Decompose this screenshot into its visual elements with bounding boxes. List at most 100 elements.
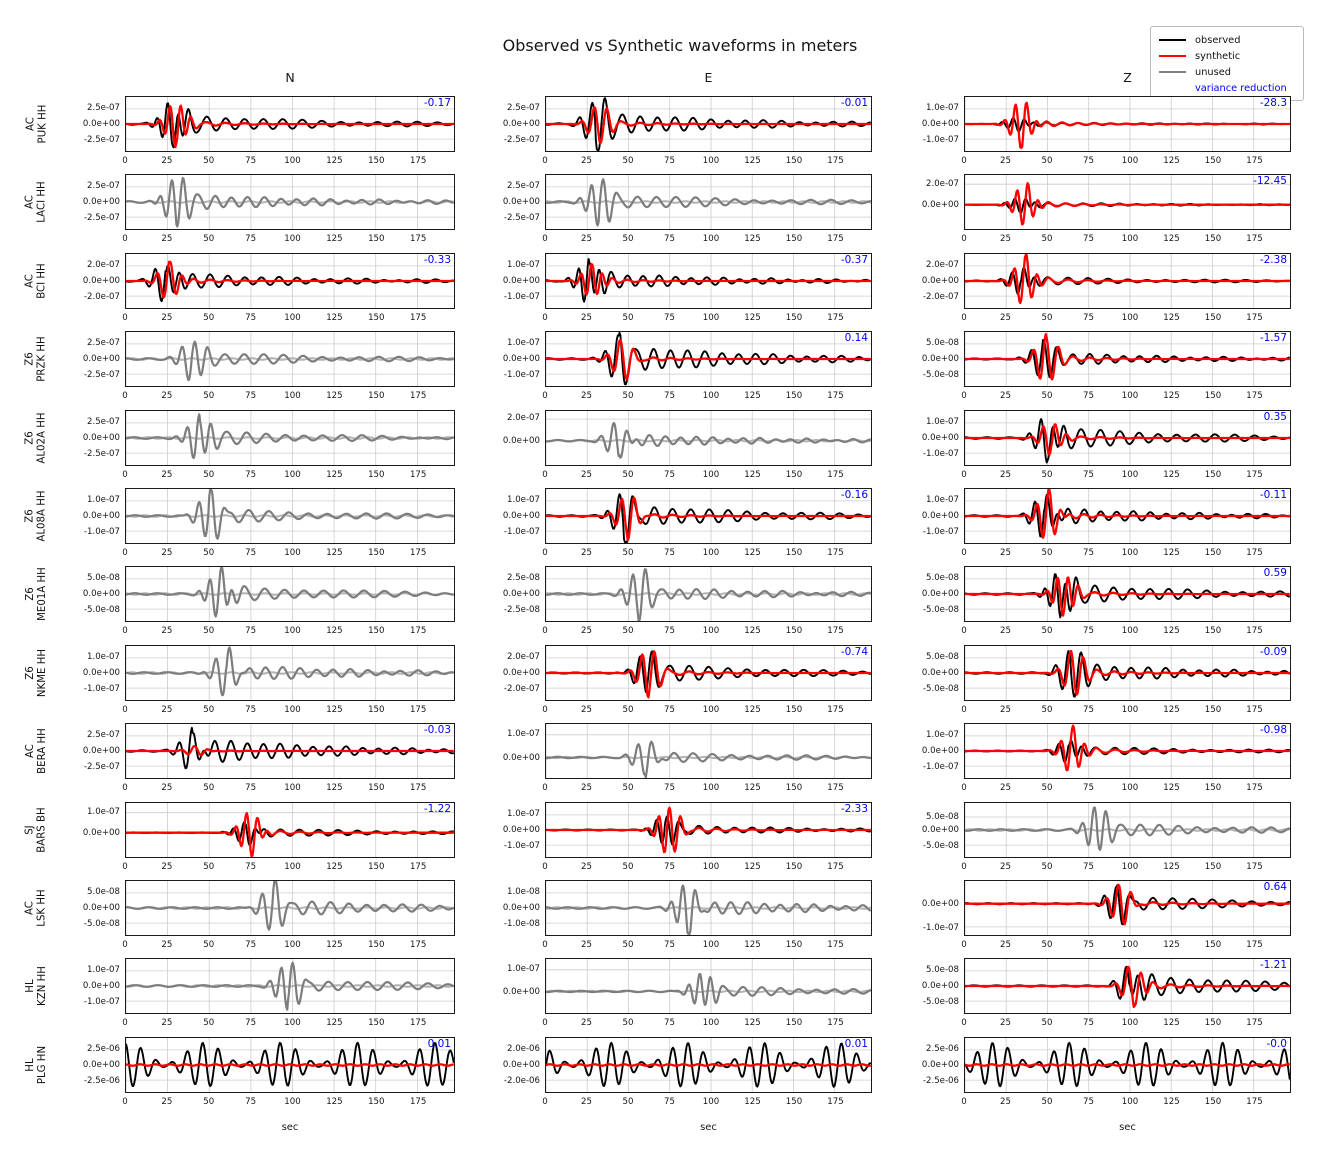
x-tick-label: 50	[622, 313, 634, 323]
waveform-plot-nkme-Z: -0.09	[964, 645, 1291, 701]
x-tick-label: 125	[1163, 391, 1180, 401]
variance-reduction-value: -0.03	[423, 724, 451, 736]
x-tick-label: 100	[1121, 234, 1139, 244]
legend: observed synthetic unused variance reductio…	[1150, 26, 1304, 101]
x-tick-label: 100	[284, 156, 301, 166]
station-label-nkme: Z6 NKME HH	[14, 645, 60, 701]
x-tick-label: 150	[785, 783, 803, 793]
y-tick-label: 2.0e-07	[507, 652, 540, 663]
x-tick-label: 100	[702, 234, 720, 244]
column-header-N: N	[285, 70, 295, 85]
y-tick-label: 1.0e-07	[87, 495, 120, 506]
x-tick-label: 150	[1204, 470, 1222, 480]
y-tick-label: -1.0e-07	[83, 526, 120, 537]
y-tick-label: 0.0e+00	[921, 199, 959, 210]
x-tick-label: 50	[1041, 1018, 1053, 1028]
waveform-svg	[126, 489, 454, 543]
waveform-plot-nkme-E: -0.74	[545, 645, 872, 701]
x-tick-label: 75	[245, 783, 257, 793]
y-tick-label: 2.0e-07	[507, 413, 540, 424]
x-tick-label: 0	[961, 862, 967, 872]
x-tick-label: 150	[1204, 626, 1222, 636]
y-tick-label: 0.0e+00	[502, 668, 540, 678]
variance-reduction-value: -0.0	[1266, 1038, 1288, 1050]
x-tick-label: 100	[1121, 705, 1139, 715]
x-tick-label: 125	[1163, 156, 1180, 166]
y-tick-label: -5.0e-08	[922, 840, 959, 851]
waveform-svg	[965, 567, 1290, 621]
x-tick-label: 75	[664, 862, 675, 872]
x-tick-label: 50	[1041, 1097, 1053, 1107]
x-tick-label: 25	[581, 470, 592, 480]
x-tick-label: 0	[542, 626, 548, 636]
x-tick-label: 50	[1041, 391, 1053, 401]
column-header-E: E	[704, 70, 713, 85]
x-tick-label: 50	[203, 156, 215, 166]
x-tick-label: 75	[245, 626, 257, 636]
waveform-plot-plg-N: 0.01	[125, 1037, 455, 1093]
x-tick-label: 75	[1083, 940, 1094, 950]
y-tick-label: 0.0e+00	[82, 668, 120, 678]
y-tick-label: 5.0e-08	[926, 965, 959, 976]
x-tick-label: 0	[122, 862, 128, 872]
waveform-svg	[965, 97, 1290, 151]
x-tick-label: 125	[744, 470, 761, 480]
x-tick-label: 75	[245, 391, 257, 401]
waveform-plot-bci-N: -0.33	[125, 253, 455, 309]
x-tick-label: 175	[409, 783, 427, 793]
x-tick-label: 175	[1246, 470, 1263, 480]
waveform-svg	[546, 881, 871, 935]
waveform-svg	[546, 959, 871, 1013]
waveform-plot-al08a-Z: -0.11	[964, 488, 1291, 544]
x-tick-label: 175	[1246, 1018, 1263, 1028]
legend-label: observed	[1195, 34, 1241, 46]
x-tick-label: 25	[581, 313, 592, 323]
x-tick-label: 100	[1121, 1018, 1139, 1028]
x-tick-label: 100	[284, 234, 301, 244]
x-tick-label: 125	[1163, 470, 1180, 480]
x-tick-label: 50	[203, 313, 215, 323]
y-tick-label: 0.0e+00	[82, 903, 120, 913]
waveform-plot-lsk-Z: 0.64	[964, 880, 1291, 936]
x-tick-label: 175	[409, 234, 427, 244]
x-tick-label: 125	[744, 862, 761, 872]
y-tick-label: -2.5e-07	[83, 369, 120, 380]
x-tick-label: 100	[702, 626, 720, 636]
x-tick-label: 25	[161, 940, 173, 950]
x-tick-label: 150	[368, 1018, 385, 1028]
waveform-plot-al08a-N	[125, 488, 455, 544]
y-tick-label: 2.5e-07	[87, 181, 120, 192]
waveform-plot-al08a-E: -0.16	[545, 488, 872, 544]
x-tick-label: 75	[1083, 626, 1094, 636]
y-tick-label: -1.0e-07	[503, 526, 540, 537]
x-tick-label: 0	[542, 862, 548, 872]
x-tick-label: 75	[1083, 862, 1094, 872]
y-tick-label: 0.0e+00	[502, 986, 540, 997]
x-tick-label: 25	[581, 1097, 592, 1107]
x-tick-label: 100	[1121, 1097, 1139, 1107]
legend-item: synthetic	[1159, 48, 1295, 64]
x-tick-label: 75	[664, 705, 675, 715]
x-tick-label: 100	[284, 940, 301, 950]
waveform-svg	[546, 254, 871, 308]
y-tick-label: 1.0e-07	[507, 495, 540, 506]
y-tick-label: -1.0e-07	[922, 134, 959, 145]
x-tick-label: 175	[827, 783, 844, 793]
waveform-plot-kzn-N	[125, 958, 455, 1014]
y-tick-label: 0.0e+00	[921, 354, 959, 364]
x-tick-label: 0	[122, 783, 128, 793]
x-tick-label: 75	[664, 470, 675, 480]
x-tick-label: 25	[161, 1097, 173, 1107]
x-tick-label: 100	[284, 705, 301, 715]
x-tick-label: 125	[1163, 626, 1180, 636]
waveform-svg	[126, 959, 454, 1013]
variance-reduction-value: -1.57	[1259, 332, 1287, 344]
x-tick-label: 175	[1246, 313, 1263, 323]
station-label-bars: SJ BARS BH	[14, 802, 60, 858]
x-tick-label: 75	[1083, 705, 1094, 715]
x-tick-label: 150	[1204, 705, 1222, 715]
y-tick-label: 0.0e+00	[82, 981, 120, 991]
x-tick-label: 0	[122, 156, 128, 166]
waveform-plot-al02a-E	[545, 410, 872, 466]
legend-line-swatch	[1159, 71, 1186, 73]
